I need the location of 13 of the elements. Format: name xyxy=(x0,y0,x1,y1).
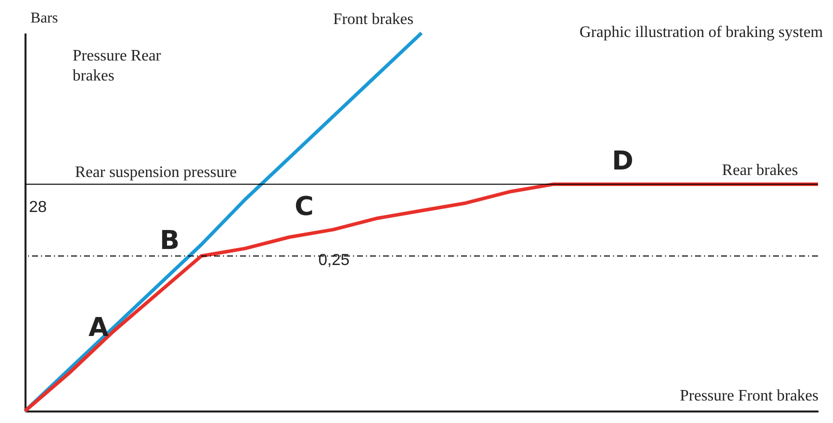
series-label: Rear brakes xyxy=(722,162,798,180)
annotation: C xyxy=(294,192,314,222)
x-axis-title: Pressure Front brakes xyxy=(680,388,818,404)
ref-line-label: Rear suspension pressure xyxy=(75,164,237,182)
y-axis-title: Bars xyxy=(30,10,58,26)
chart-title: Graphic illustration of braking system xyxy=(579,24,824,41)
series-label: Front brakes xyxy=(333,11,414,28)
annotation: D xyxy=(612,146,634,177)
annotation: B xyxy=(160,226,180,256)
annotation: A xyxy=(88,312,109,343)
annotation: 0,25 xyxy=(318,252,350,269)
annotation: Pressure Rear brakes xyxy=(72,48,162,85)
annotation: 28 xyxy=(28,198,47,216)
